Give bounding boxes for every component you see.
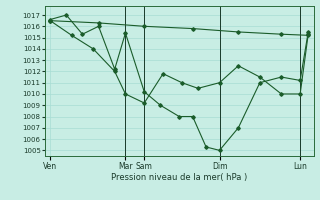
- X-axis label: Pression niveau de la mer( hPa ): Pression niveau de la mer( hPa ): [111, 173, 247, 182]
